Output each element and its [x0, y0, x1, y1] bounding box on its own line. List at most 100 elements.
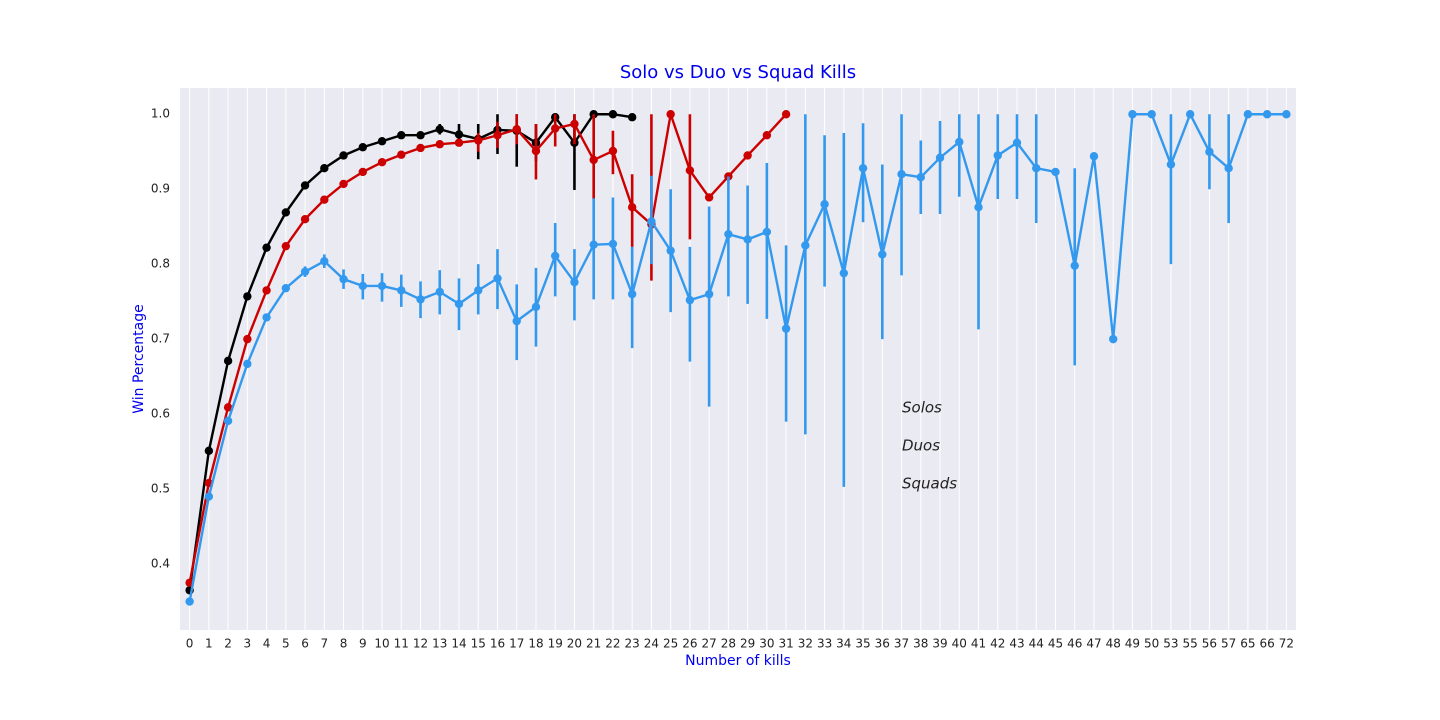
- y-tick-label: 0.8: [151, 257, 170, 271]
- x-tick-label: 47: [1086, 637, 1101, 651]
- point: [454, 130, 464, 139]
- chart-title: Solo vs Duo vs Squad Kills: [620, 62, 856, 83]
- point: [223, 416, 233, 426]
- point: [704, 289, 714, 299]
- point: [551, 251, 560, 261]
- point: [243, 334, 252, 344]
- point: [377, 137, 387, 146]
- x-tick-label: 42: [990, 637, 1005, 651]
- x-tick-label: 57: [1221, 637, 1236, 651]
- x-tick-label: 20: [567, 637, 582, 651]
- x-tick-label: 25: [663, 637, 678, 651]
- point: [993, 151, 1002, 160]
- point: [531, 302, 541, 312]
- point: [781, 324, 791, 333]
- point: [358, 167, 367, 177]
- x-tick-label: 12: [413, 637, 428, 651]
- point: [223, 403, 233, 412]
- point: [608, 239, 618, 249]
- x-tick-label: 49: [1125, 637, 1140, 651]
- point: [1282, 110, 1291, 119]
- x-axis-label: Number of kills: [685, 653, 791, 669]
- point: [897, 170, 906, 179]
- point: [1012, 138, 1022, 147]
- point: [281, 241, 291, 251]
- point: [358, 281, 367, 291]
- point: [647, 217, 656, 226]
- y-axis-label: Win Percentage: [131, 304, 147, 414]
- x-tick-label: 39: [932, 637, 947, 651]
- point: [416, 131, 425, 140]
- point: [320, 164, 329, 173]
- x-tick-label: 41: [971, 637, 986, 651]
- x-tick-label: 55: [1183, 637, 1198, 651]
- point: [839, 268, 849, 278]
- point: [493, 131, 502, 140]
- point: [743, 235, 752, 244]
- point: [435, 287, 444, 297]
- point: [589, 155, 598, 165]
- point: [820, 199, 829, 209]
- x-tick-label: 9: [359, 637, 367, 651]
- x-tick-label: 31: [778, 637, 793, 651]
- point: [1070, 261, 1079, 270]
- x-tick-label: 2: [224, 637, 232, 651]
- x-tick-label: 36: [875, 637, 890, 651]
- x-tick-label: 14: [451, 637, 466, 651]
- point: [627, 202, 637, 212]
- x-tick-label: 27: [701, 637, 716, 651]
- x-tick-label: 6: [301, 637, 309, 651]
- x-tick-label: 22: [605, 637, 620, 651]
- x-tick-label: 8: [340, 637, 348, 651]
- point: [762, 131, 772, 140]
- point: [262, 243, 271, 252]
- point: [1205, 147, 1214, 156]
- point: [416, 295, 425, 304]
- x-tick-label: 1: [205, 637, 213, 651]
- point: [589, 240, 598, 249]
- point: [300, 267, 310, 276]
- x-tick-label: 66: [1259, 637, 1274, 651]
- point: [666, 110, 675, 119]
- point: [1128, 110, 1137, 119]
- point: [974, 202, 983, 212]
- x-tick-label: 56: [1202, 637, 1217, 651]
- x-tick-label: 28: [721, 637, 736, 651]
- point: [300, 181, 310, 190]
- point: [1089, 152, 1099, 161]
- point: [1224, 164, 1233, 173]
- point: [397, 286, 406, 295]
- point: [262, 313, 271, 322]
- point: [531, 146, 541, 156]
- point: [377, 158, 387, 167]
- point: [685, 166, 695, 175]
- x-tick-label: 53: [1163, 637, 1178, 651]
- point: [262, 286, 271, 295]
- x-tick-label: 30: [759, 637, 774, 651]
- point: [512, 125, 521, 134]
- y-tick-label: 0.5: [151, 482, 170, 496]
- point: [204, 446, 214, 456]
- point: [916, 173, 925, 182]
- point: [801, 241, 810, 250]
- x-tick-label: 33: [817, 637, 832, 651]
- x-tick-label: 35: [855, 637, 870, 651]
- x-tick-label: 10: [374, 637, 389, 651]
- x-tick-label: 43: [1009, 637, 1024, 651]
- point: [608, 110, 618, 119]
- x-tick-label: 0: [186, 637, 194, 651]
- point: [339, 274, 348, 284]
- point: [1147, 110, 1156, 119]
- x-tick-label: 38: [913, 637, 928, 651]
- x-tick-label: 13: [432, 637, 447, 651]
- point: [454, 299, 464, 309]
- point: [339, 179, 348, 189]
- x-tick-label: 21: [586, 637, 601, 651]
- series-line: [188, 113, 787, 583]
- y-tick-label: 0.9: [151, 182, 170, 196]
- y-tick-label: 0.6: [151, 407, 170, 421]
- point: [416, 143, 425, 153]
- x-tick-label: 5: [282, 637, 290, 651]
- x-tick-label: 23: [625, 637, 640, 651]
- legend-entry: Solos: [902, 399, 942, 417]
